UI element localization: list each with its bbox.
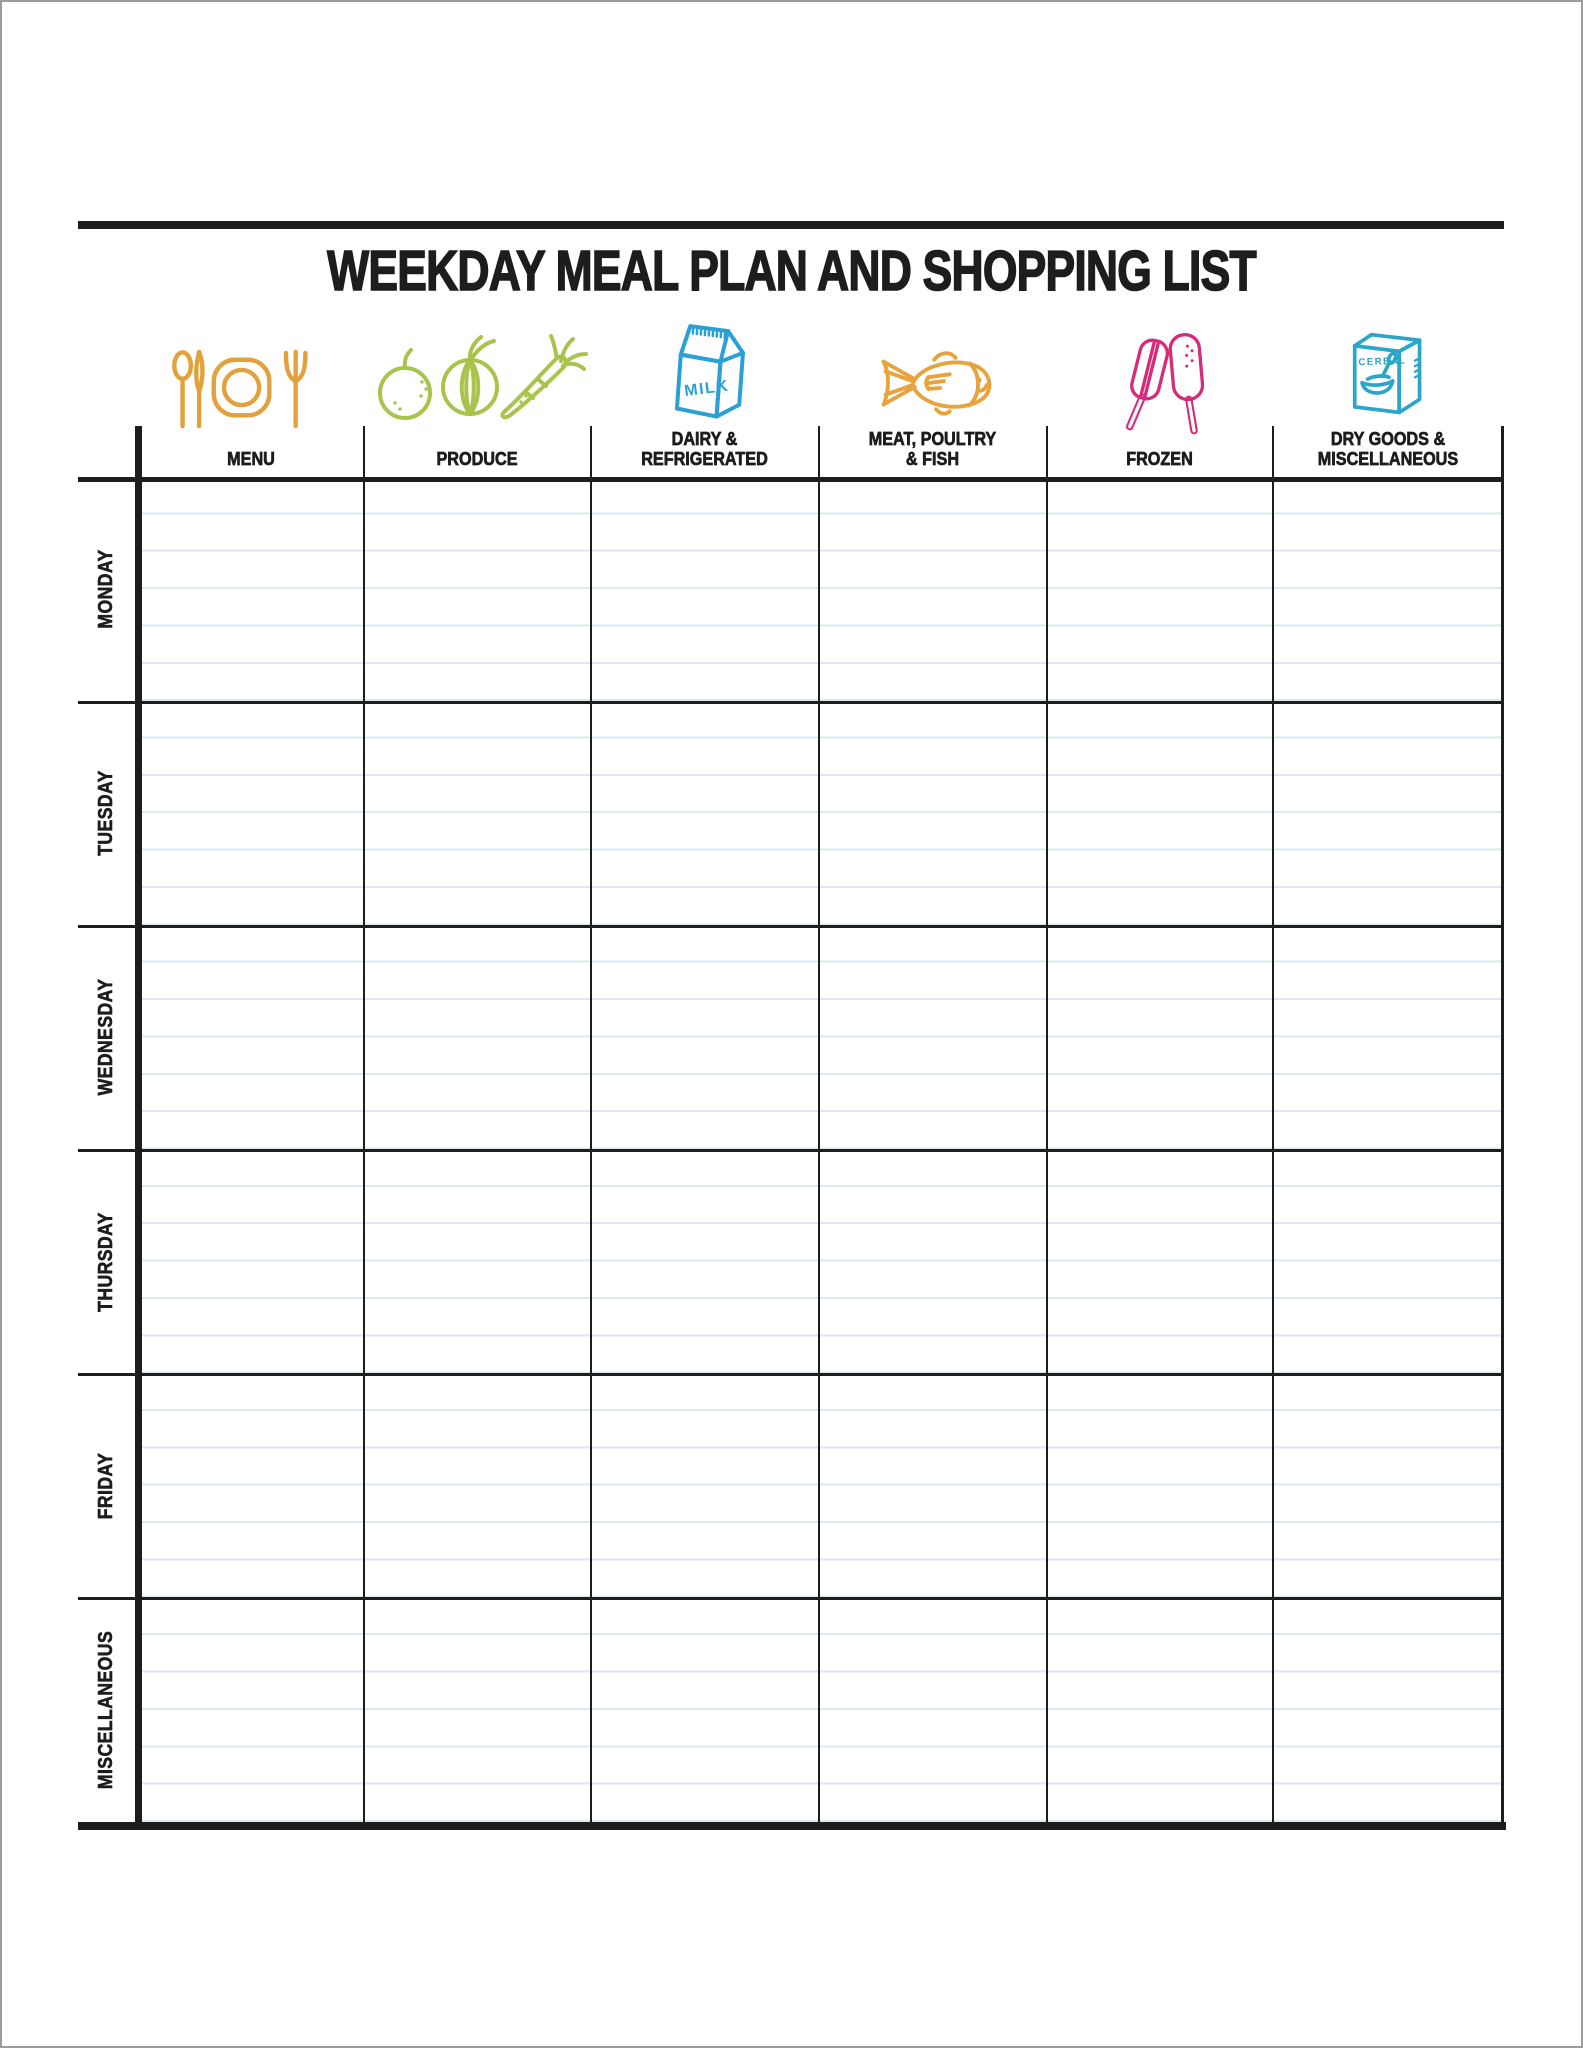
row-separator [78,925,1504,928]
column-icon-dairy: MILK [662,310,752,422]
day-label-monday: MONDAY [94,549,117,629]
column-icon-menu [170,349,318,429]
header-bottom-rule [78,477,1504,482]
column-divider [1272,426,1274,1822]
column-divider [590,426,592,1822]
day-label-tuesday: TUESDAY [94,770,117,856]
milk-label: MILK [683,378,730,400]
column-divider [363,426,365,1822]
page-title: WEEKDAY MEAL PLAN AND SHOPPING LIST [327,239,1258,303]
day-label-thursday: THURSDAY [94,1212,117,1312]
column-header-meat: MEAT, POULTRY & FISH [868,429,997,470]
place-setting-icon [172,349,308,429]
cereal-box-icon: CEREAL [1352,332,1422,415]
column-icon-meat [878,350,1003,420]
top-rule [78,221,1504,229]
fish-icon [881,351,992,416]
column-header-menu: MENU [227,449,275,470]
column-icon-dry-goods: CEREAL [1342,318,1436,418]
column-divider [1046,426,1048,1822]
milk-carton-icon: MILK [674,324,745,419]
row-separator [78,701,1504,704]
table-right-edge [1501,426,1504,1822]
row-separator [78,1149,1504,1152]
column-divider [818,426,820,1822]
cereal-label: CEREAL [1358,356,1407,369]
column-header-dry-goods: DRY GOODS & MISCELLANEOUS [1317,429,1459,470]
produce-icon [378,334,588,420]
column-icon-frozen [1106,328,1218,436]
column-header-frozen: FROZEN [1126,449,1193,470]
row-separator [78,1373,1504,1376]
popsicles-icon [1126,333,1205,435]
day-label-miscellaneous: MISCELLANEOUS [94,1630,117,1790]
column-icon-produce [372,330,604,430]
column-header-dairy: DAIRY & REFRIGERATED [641,429,768,470]
column-header-produce: PRODUCE [436,449,518,470]
day-axis-thick-line [135,426,142,1822]
table-bottom-rule [78,1822,1506,1830]
row-separator [78,1597,1504,1600]
day-label-wednesday: WEDNESDAY [94,978,117,1096]
day-label-friday: FRIDAY [94,1452,117,1520]
